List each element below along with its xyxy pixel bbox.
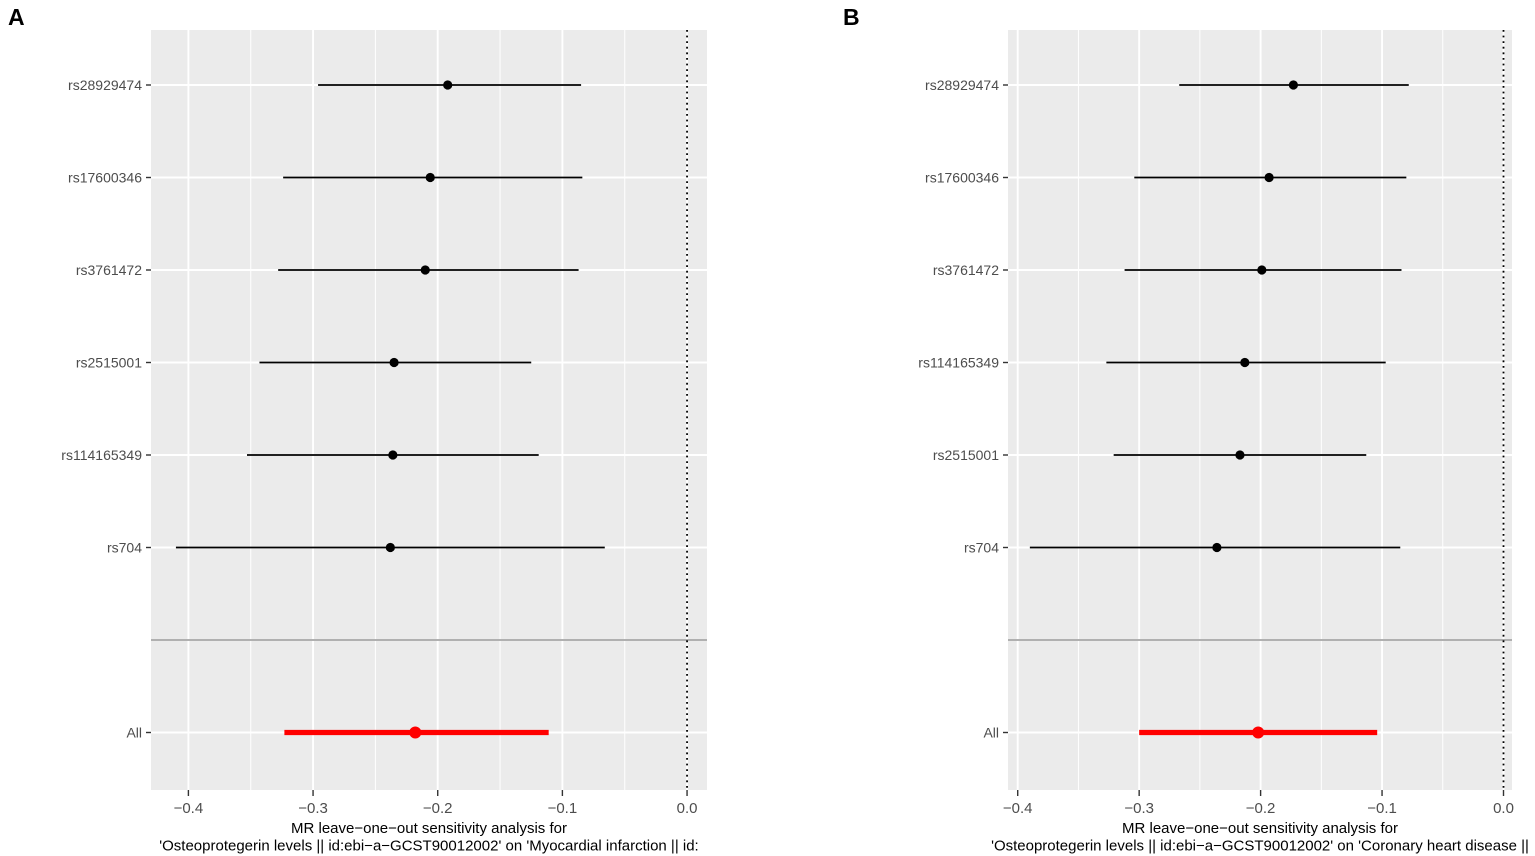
- snp-point: [443, 80, 453, 90]
- all-row-point: [1252, 726, 1265, 739]
- all-row-point: [409, 726, 422, 739]
- panel-b: B rs28929474 rs17600346 rs3761472 rs1141653…: [768, 0, 1535, 856]
- snp-point: [1264, 172, 1274, 183]
- y-axis-label: All: [126, 725, 142, 741]
- panel-a-chart: rs28929474 rs17600346 rs3761472 rs2515001 rs…: [61, 30, 707, 855]
- x-tick-label: −0.1: [548, 800, 578, 817]
- snp-point: [385, 542, 395, 553]
- snp-point: [388, 450, 398, 460]
- x-tick-label: −0.4: [174, 800, 204, 817]
- x-tick-label: −0.3: [1124, 800, 1154, 817]
- x-tick-label: −0.3: [298, 800, 328, 817]
- y-axis-label: rs704: [964, 540, 999, 556]
- y-axis-label: rs114165349: [61, 447, 142, 463]
- panel-b-chart: rs28929474 rs17600346 rs3761472 rs114165349…: [918, 30, 1529, 855]
- x-tick-label: −0.2: [423, 800, 453, 817]
- y-axis-label: rs2515001: [933, 447, 999, 463]
- y-axis-label: rs3761472: [76, 262, 142, 278]
- snp-point: [420, 265, 430, 275]
- snp-point: [1212, 542, 1222, 553]
- snp-point: [1257, 265, 1267, 275]
- caption-line-2: 'Osteoprotegerin levels || id:ebi−a−GCST…: [159, 838, 698, 855]
- snp-point: [1288, 80, 1298, 90]
- x-tick-label: 0.0: [677, 800, 698, 817]
- snp-point: [1235, 450, 1245, 460]
- y-axis-label: rs2515001: [76, 355, 142, 371]
- caption-line-1: MR leave−one−out sensitivity analysis fo…: [1122, 820, 1398, 837]
- snp-point: [389, 357, 399, 368]
- snp-point: [425, 172, 435, 183]
- y-axis-label: rs17600346: [925, 170, 999, 186]
- panel-b-letter: B: [843, 4, 860, 30]
- x-tick-label: 0.0: [1493, 800, 1514, 817]
- y-axis-label: rs3761472: [933, 262, 999, 278]
- x-tick-label: −0.2: [1246, 800, 1276, 817]
- y-axis-label: rs28929474: [925, 77, 999, 93]
- y-axis-label: rs28929474: [68, 77, 142, 93]
- caption-line-1: MR leave−one−out sensitivity analysis fo…: [291, 820, 567, 837]
- y-axis-label: rs114165349: [918, 355, 999, 371]
- panel-a: A rs28929474 rs17600346 rs3761472 rs2515001…: [8, 4, 707, 855]
- caption-line-2: 'Osteoprotegerin levels || id:ebi−a−GCST…: [991, 838, 1529, 855]
- panel-background: [151, 30, 707, 790]
- x-tick-label: −0.4: [1003, 800, 1033, 817]
- y-axis-label: rs17600346: [68, 170, 142, 186]
- x-tick-label: −0.1: [1367, 800, 1397, 817]
- snp-point: [1240, 357, 1250, 368]
- y-axis-label: All: [983, 725, 999, 741]
- y-axis-label: rs704: [107, 540, 142, 556]
- panel-a-letter: A: [8, 4, 25, 30]
